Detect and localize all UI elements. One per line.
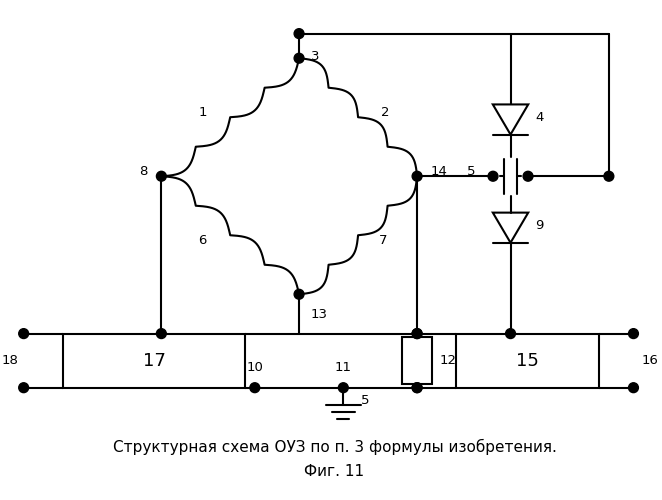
Circle shape — [294, 28, 304, 38]
Circle shape — [523, 172, 533, 181]
Text: 17: 17 — [142, 352, 166, 370]
Circle shape — [506, 328, 516, 338]
Text: 4: 4 — [535, 110, 544, 124]
Text: 8: 8 — [139, 165, 148, 178]
Text: 10: 10 — [246, 361, 263, 374]
Text: 5: 5 — [467, 165, 475, 178]
Circle shape — [294, 290, 304, 299]
Circle shape — [156, 328, 166, 338]
Circle shape — [412, 328, 422, 338]
Text: 14: 14 — [431, 165, 448, 178]
Text: Структурная схема ОУЗ по п. 3 формулы изобретения.: Структурная схема ОУЗ по п. 3 формулы из… — [113, 438, 556, 455]
Circle shape — [412, 328, 422, 338]
Bar — [402, 336, 432, 384]
Circle shape — [412, 383, 422, 392]
Circle shape — [628, 383, 638, 392]
Text: 3: 3 — [311, 50, 319, 64]
Text: 2: 2 — [381, 106, 390, 119]
Circle shape — [19, 328, 28, 338]
Bar — [456, 334, 599, 388]
Circle shape — [412, 172, 422, 181]
Text: 7: 7 — [379, 234, 387, 246]
Text: 5: 5 — [361, 394, 369, 407]
Circle shape — [628, 328, 638, 338]
Circle shape — [294, 54, 304, 63]
Text: 1: 1 — [199, 106, 207, 119]
Text: 11: 11 — [335, 361, 352, 374]
Circle shape — [604, 172, 614, 181]
Text: 12: 12 — [440, 354, 457, 366]
Circle shape — [19, 383, 28, 392]
Circle shape — [250, 383, 260, 392]
Text: Фиг. 11: Фиг. 11 — [305, 464, 365, 479]
Text: 18: 18 — [2, 354, 19, 367]
Text: 6: 6 — [199, 234, 207, 246]
Bar — [63, 334, 245, 388]
Circle shape — [488, 172, 498, 181]
Text: 16: 16 — [641, 354, 658, 367]
Circle shape — [338, 383, 348, 392]
Circle shape — [156, 172, 166, 181]
Circle shape — [412, 383, 422, 392]
Text: 13: 13 — [311, 308, 328, 321]
Text: 15: 15 — [516, 352, 539, 370]
Text: 9: 9 — [535, 219, 544, 232]
